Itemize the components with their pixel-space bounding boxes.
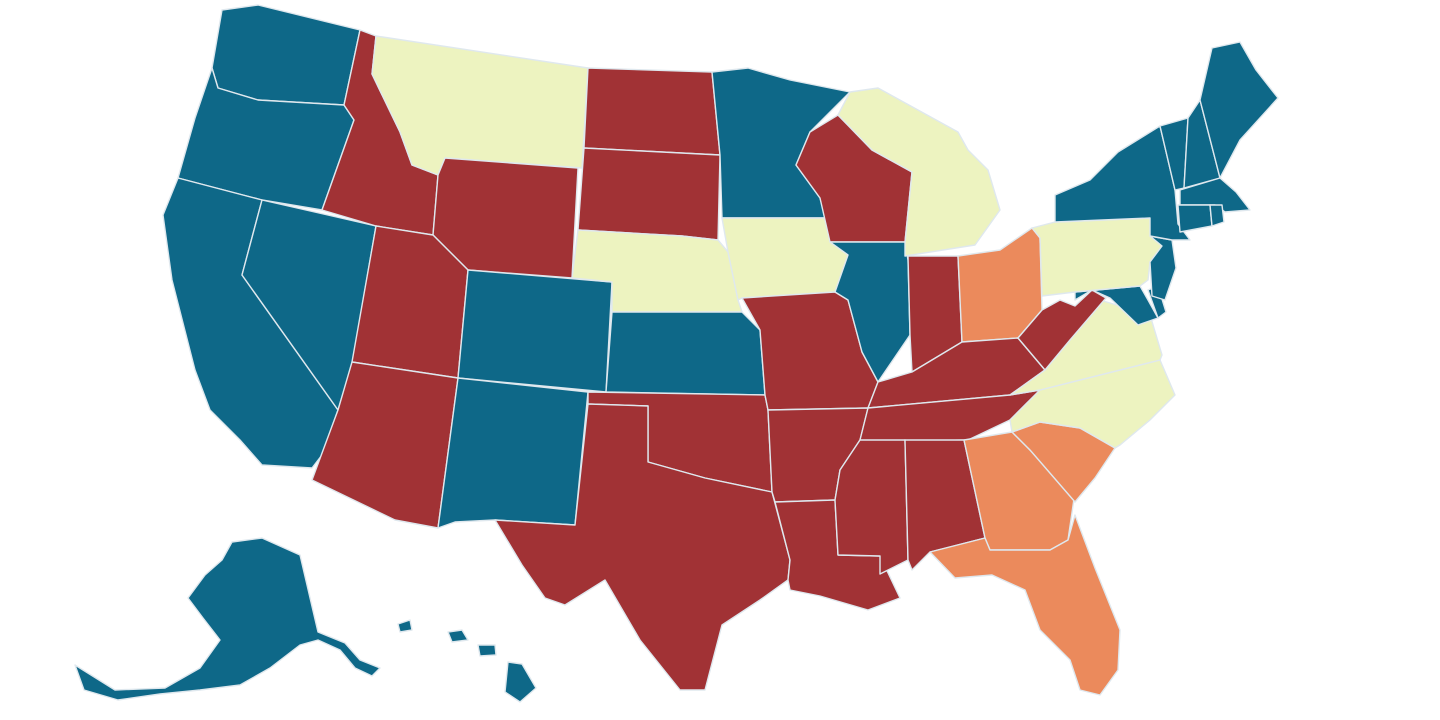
state-hawaii[interactable] — [397, 619, 537, 703]
state-alaska[interactable] — [74, 537, 381, 701]
state-rhode-island[interactable] — [1209, 204, 1225, 227]
state-michigan[interactable] — [837, 87, 1001, 257]
state-new-york[interactable] — [1054, 125, 1191, 241]
state-texas[interactable] — [494, 403, 791, 691]
state-maryland[interactable] — [1074, 285, 1159, 326]
state-florida[interactable] — [929, 514, 1121, 696]
state-mississippi[interactable] — [834, 439, 909, 575]
state-nebraska[interactable] — [571, 229, 743, 313]
state-north-carolina[interactable] — [1009, 359, 1176, 449]
state-colorado[interactable] — [457, 269, 613, 393]
state-maine[interactable] — [1199, 41, 1279, 179]
state-connecticut[interactable] — [1177, 204, 1213, 233]
state-new-mexico[interactable] — [437, 377, 589, 529]
state-pennsylvania[interactable] — [1031, 217, 1163, 297]
state-kansas[interactable] — [605, 311, 766, 396]
state-new-jersey[interactable] — [1149, 235, 1177, 301]
states-layer — [74, 4, 1279, 703]
state-south-dakota[interactable] — [577, 147, 721, 241]
state-north-dakota[interactable] — [583, 67, 721, 156]
state-washington[interactable] — [211, 4, 361, 106]
